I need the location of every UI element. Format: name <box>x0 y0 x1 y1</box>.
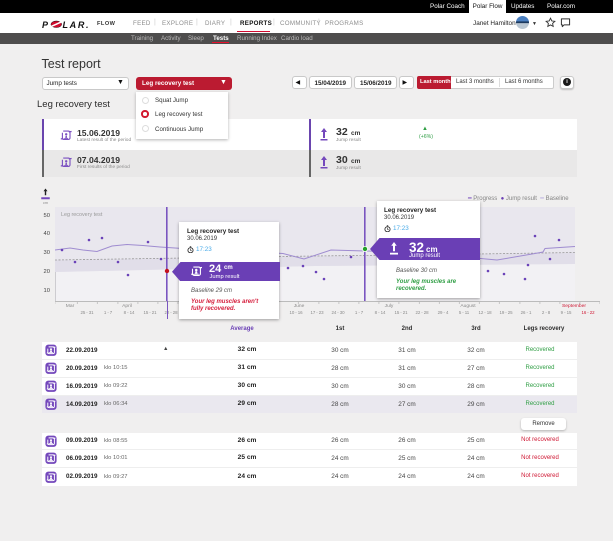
svg-text:P: P <box>42 20 49 29</box>
svg-text:LAR.: LAR. <box>63 20 89 29</box>
svg-text:cm: cm <box>43 201 48 205</box>
svg-text:Leg recovery test: Leg recovery test <box>61 212 103 218</box>
